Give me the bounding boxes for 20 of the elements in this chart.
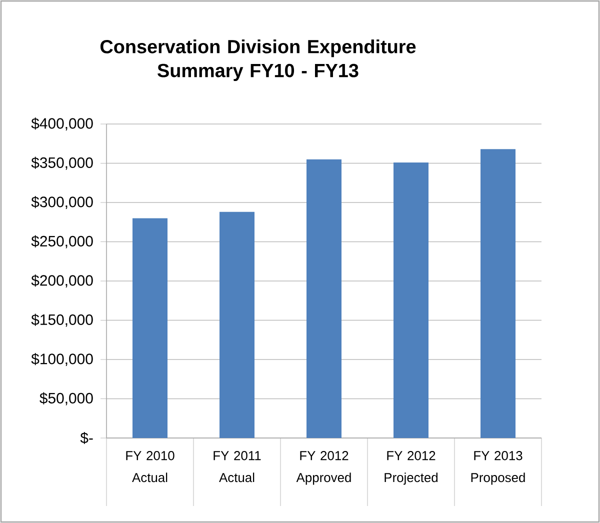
y-tick-label: $300,000	[31, 196, 93, 209]
y-tick-label: $200,000	[31, 274, 93, 288]
y-tick-label: $100,000	[31, 353, 93, 366]
chart-title: Conservation Division Expenditure Summary FY10 - FY13	[100, 39, 416, 82]
y-tick-label: $400,000	[31, 118, 93, 130]
bar	[220, 212, 254, 438]
y-tick-label: $150,000	[31, 314, 93, 327]
y-tick-label: $350,000	[31, 156, 93, 170]
x-tick-label: FY 2011 Actual	[214, 451, 261, 482]
x-tick-label: FY 2012 Approved	[296, 451, 351, 485]
bar	[306, 159, 342, 438]
y-tick-label: $250,000	[31, 235, 93, 248]
bar	[394, 162, 428, 438]
x-tick-label: FY 2012 Projected	[384, 451, 438, 485]
bar	[480, 149, 516, 438]
bar	[132, 218, 168, 438]
y-tick-label: $50,000	[40, 392, 93, 406]
x-tick-label: FY 2013 Proposed	[471, 451, 525, 485]
y-tick-label: $-	[80, 432, 93, 444]
x-tick-label: FY 2010 Actual	[126, 451, 174, 482]
